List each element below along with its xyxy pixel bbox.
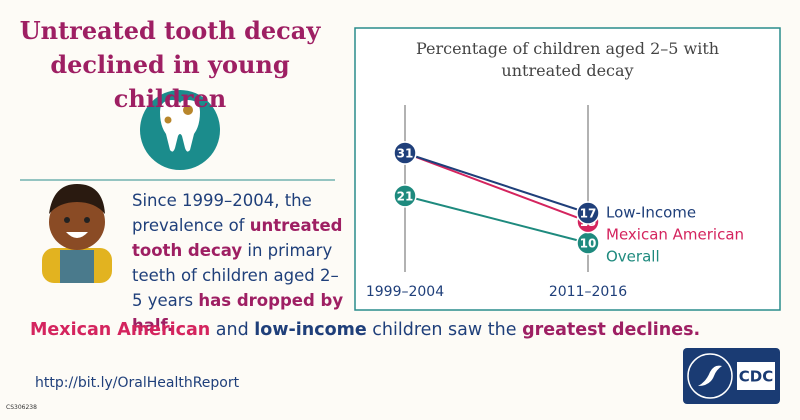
chart-frame <box>354 27 781 311</box>
emphasis: has dropped by half. <box>132 291 344 335</box>
series-label: Mexican American <box>606 226 744 244</box>
point <box>393 184 417 208</box>
value-label: 31 <box>397 147 414 161</box>
series-label: Overall <box>606 248 660 266</box>
value-label: 10 <box>580 237 597 251</box>
child-icon <box>42 184 112 283</box>
summary: Mexican American and low-income children… <box>30 320 700 340</box>
line <box>404 152 589 223</box>
headline: Untreated tooth decay declined in young … <box>19 16 321 113</box>
line <box>404 194 589 244</box>
emphasis: greatest declines. <box>522 320 701 340</box>
logo-text: CDC <box>739 368 773 386</box>
emphasis: Mexican American <box>30 320 211 340</box>
text: Since 1999–2004, the prevalence of <box>132 191 312 235</box>
line <box>404 152 589 214</box>
cdc-logo: CDC <box>683 348 780 404</box>
x-tick-label: 1999–2004 <box>366 284 444 300</box>
text: in primary teeth of children aged 2–5 ye… <box>132 241 339 310</box>
emphasis: untreated tooth decay <box>132 216 343 260</box>
decay-spot <box>164 116 172 124</box>
chart-title: Percentage of children aged 2–5 with unt… <box>415 39 720 80</box>
value-label: 17 <box>580 207 597 221</box>
text: children saw the <box>366 320 523 340</box>
text: and <box>210 320 255 340</box>
point <box>393 141 417 165</box>
body-text: Since 1999–2004, the prevalence of untre… <box>132 188 347 338</box>
code: CS306238 <box>6 404 37 411</box>
value-label: 21 <box>397 189 414 203</box>
series-label: Low-Income <box>606 204 696 222</box>
link[interactable]: http://bit.ly/OralHealthReport <box>35 375 240 391</box>
emphasis: low-income <box>254 320 367 340</box>
decay-spot <box>183 105 193 115</box>
x-tick-label: 2011–2016 <box>549 284 627 300</box>
point <box>576 201 600 225</box>
